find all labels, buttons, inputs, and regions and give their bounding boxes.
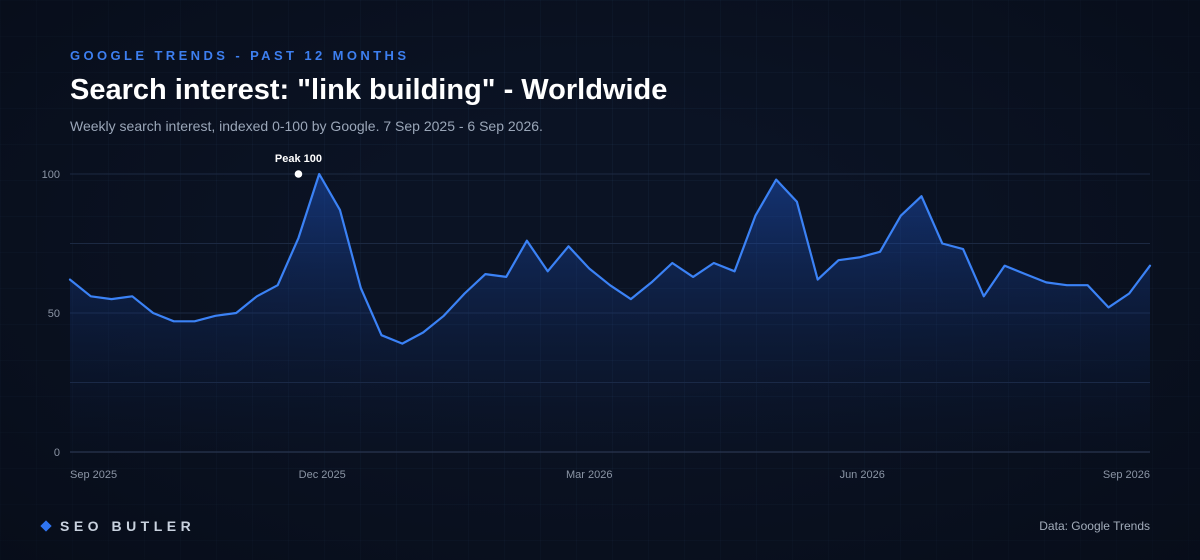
trend-chart: 0 50 100 Sep 2025 Dec 2025 Mar 2026 Jun 2026 Se… — [42, 153, 1152, 481]
y-tick-label: 100 — [42, 169, 60, 181]
peak-marker — [294, 170, 303, 178]
x-tick-label: Sep 2025 — [70, 469, 117, 481]
peak-label: Peak 100 — [275, 153, 322, 165]
x-tick-label: Dec 2025 — [299, 469, 346, 481]
y-tick-label: 50 — [48, 308, 60, 320]
brand-logo: SEO BUTLER — [40, 518, 196, 534]
x-tick-label: Mar 2026 — [566, 469, 612, 481]
chart-subtitle: Weekly search interest, indexed 0-100 by… — [70, 118, 543, 134]
chart-eyebrow: GOOGLE TRENDS - PAST 12 MONTHS — [70, 48, 410, 63]
y-tick-label: 0 — [54, 447, 60, 459]
x-tick-label: Sep 2026 — [1103, 469, 1150, 481]
brand-diamond-icon — [40, 520, 52, 532]
chart-title: Search interest: "link building" - World… — [70, 74, 668, 106]
series-line — [68, 172, 1152, 345]
brand-name: SEO BUTLER — [60, 518, 196, 534]
series-area — [70, 174, 1150, 452]
data-source: Data: Google Trends — [1039, 519, 1150, 533]
x-tick-label: Jun 2026 — [840, 469, 885, 481]
